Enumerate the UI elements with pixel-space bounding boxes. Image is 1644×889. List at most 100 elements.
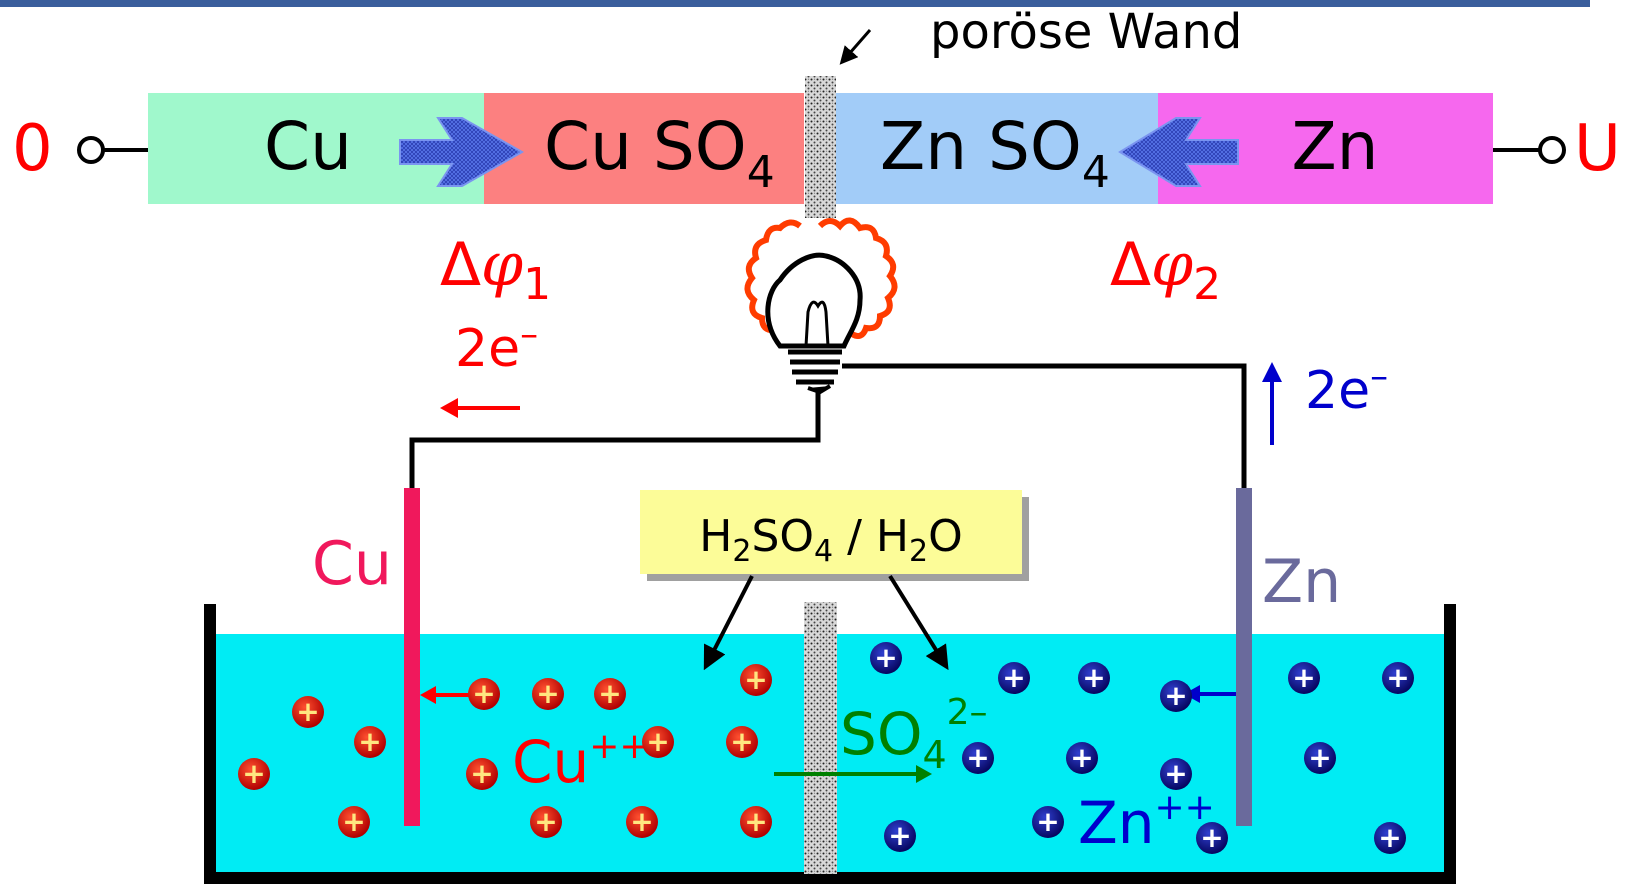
beaker-walls [204, 604, 1456, 884]
top-bar: 0 U Cu Cu SO4 Zn SO4 Zn poröse Wand [12, 4, 1621, 218]
ion-particle [1196, 822, 1228, 854]
ion-particle [642, 726, 674, 758]
ion-charge-sign: + [646, 725, 669, 758]
ion-charge-sign: + [1036, 805, 1059, 838]
copper-electrode [404, 488, 420, 826]
ion-charge-sign: + [1164, 757, 1187, 790]
right-terminal [1538, 136, 1566, 164]
ion-particle [740, 664, 772, 696]
ion-charge-sign: + [874, 641, 897, 674]
segment-cu-label: Cu [264, 108, 352, 185]
light-bulb [744, 217, 898, 395]
ion-charge-sign: + [534, 805, 557, 838]
ion-particle [1078, 662, 1110, 694]
ion-particle [1032, 806, 1064, 838]
ion-particle [468, 678, 500, 710]
ion-particle [726, 726, 758, 758]
ion-charge-sign: + [1292, 661, 1315, 694]
zn-ion-arrow [1184, 685, 1236, 703]
ion-particle [338, 806, 370, 838]
ion-particle [1304, 742, 1336, 774]
ion-charge-sign: + [966, 741, 989, 774]
porous-wall-pointer [839, 29, 872, 65]
electron-label-left: 2e– [455, 314, 538, 379]
left-terminal-label: 0 [12, 112, 53, 186]
ion-particle [998, 662, 1030, 694]
segment-cuso4 [484, 93, 804, 204]
porous-wall-bottom [804, 602, 837, 874]
ion-particle [238, 758, 270, 790]
segment-zn-label: Zn [1291, 108, 1378, 185]
ion-particle [532, 678, 564, 710]
ion-charge-sign: + [598, 677, 621, 710]
ion-charge-sign: + [358, 725, 381, 758]
ion-charge-sign: + [470, 757, 493, 790]
ion-particle [626, 806, 658, 838]
electrolyte-pointer-right [888, 574, 949, 671]
ion-particle [740, 806, 772, 838]
zinc-electrode-label: Zn [1262, 547, 1341, 617]
right-flow-arrow [399, 117, 525, 187]
ion-particle [962, 742, 994, 774]
ion-particle [1288, 662, 1320, 694]
potential-right: Δφ2 [1110, 230, 1221, 310]
ion-particle [530, 806, 562, 838]
ion-charge-sign: + [1164, 679, 1187, 712]
ion-charge-sign: + [744, 805, 767, 838]
ion-charge-sign: + [630, 805, 653, 838]
cu-ion-arrow [420, 686, 474, 704]
electron-arrow-right [1262, 362, 1282, 445]
ion-charge-sign: + [296, 695, 319, 728]
ion-particle [594, 678, 626, 710]
ion-charge-sign: + [1200, 821, 1223, 854]
segment-znso4 [836, 93, 1158, 204]
copper-electrode-label: Cu [312, 529, 392, 599]
porous-wall-top [805, 76, 836, 218]
so4-ion-arrow [774, 765, 932, 783]
electron-label-right: 2e– [1305, 356, 1388, 421]
ion-particle [292, 696, 324, 728]
electrolyte-formula: H2SO4 / H2O [699, 511, 962, 569]
ion-charge-sign: + [888, 819, 911, 852]
ion-particle [1374, 822, 1406, 854]
bulb-base [788, 349, 842, 385]
electron-arrow-left [440, 398, 520, 418]
left-flow-arrow [1118, 117, 1239, 187]
ion-particle [1160, 680, 1192, 712]
segment-znso4-label: Zn SO4 [880, 108, 1110, 198]
right-terminal-label: U [1574, 112, 1621, 186]
zinc-electrode [1236, 488, 1252, 826]
ion-charge-sign: + [342, 805, 365, 838]
cu-ion-label: Cu++ [512, 726, 650, 796]
electrolyte-pointer-left [703, 575, 754, 671]
ion-charge-sign: + [242, 757, 265, 790]
ion-charge-sign: + [1082, 661, 1105, 694]
zn-ion-label: Zn++ [1078, 787, 1215, 857]
wire-right [842, 363, 1247, 490]
ion-charge-sign: + [1378, 821, 1401, 854]
cu-ion-group: + + + + + + + + + + + + + + [238, 663, 772, 838]
ion-particle [1382, 662, 1414, 694]
ion-charge-sign: + [536, 677, 559, 710]
ion-charge-sign: + [1308, 741, 1331, 774]
electrolyte-box [640, 490, 1022, 574]
ion-charge-sign: + [472, 677, 495, 710]
ion-particle [466, 758, 498, 790]
ion-particle [354, 726, 386, 758]
ion-charge-sign: + [1070, 741, 1093, 774]
segment-cuso4-label: Cu SO4 [544, 108, 775, 198]
ion-charge-sign: + [1386, 661, 1409, 694]
ion-charge-sign: + [1002, 661, 1025, 694]
zn-ion-group: + + + + + + + + + + + + + + [870, 641, 1414, 854]
potential-left: Δφ1 [440, 230, 551, 310]
ion-charge-sign: + [730, 725, 753, 758]
ion-particle [870, 642, 902, 674]
bulb-filament [804, 300, 830, 347]
ion-particle [884, 820, 916, 852]
ion-particle [1066, 742, 1098, 774]
ion-particle [1160, 758, 1192, 790]
wire-left [409, 392, 821, 490]
bulb-glass [765, 252, 863, 349]
porous-wall-label: poröse Wand [930, 4, 1242, 60]
